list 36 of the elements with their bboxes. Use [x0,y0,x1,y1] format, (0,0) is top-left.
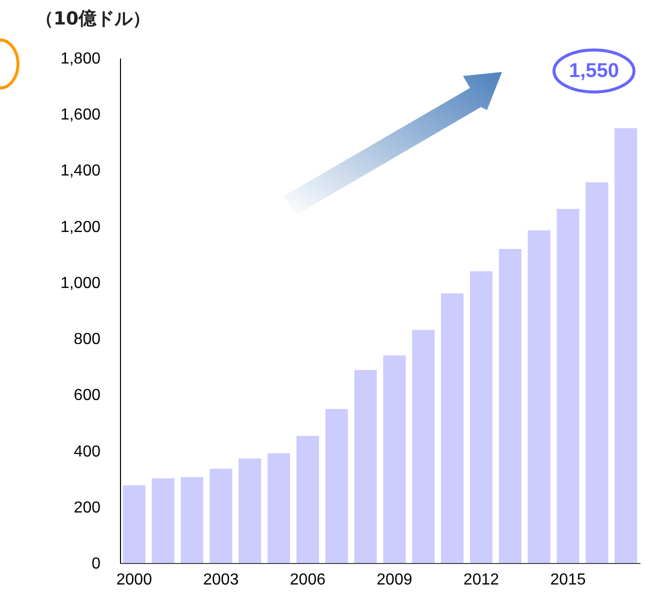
y-tick-label: 600 [74,387,101,404]
x-tick-label: 2015 [550,572,586,588]
bar [180,477,204,563]
bar [325,408,348,563]
bar [354,370,377,563]
y-tick-label: 1,800 [60,50,101,68]
bar [528,230,550,563]
bar [441,293,464,563]
bar [122,485,146,563]
annotation: 1,550 [568,60,620,82]
bar [296,436,319,563]
y-tick-label: 800 [74,331,101,348]
y-axis-title: （10億ドル） [36,8,151,30]
bar [210,468,232,563]
x-tick-label: 2012 [463,572,500,588]
x-tick-label: 2003 [203,572,239,588]
bar [267,453,290,563]
bar [586,182,608,563]
y-tick-label: 1,200 [60,218,101,236]
bar [152,478,174,563]
bar [498,249,522,563]
bar [383,355,406,563]
x-tick-label: 2006 [290,572,326,588]
bar [412,330,435,563]
y-tick-label: 1,000 [60,274,101,292]
bar [470,271,493,563]
y-tick-label: 200 [74,499,101,516]
y-tick-label: 0 [92,556,101,572]
y-tick-label: 400 [74,443,101,460]
x-tick-label: 2000 [116,572,152,588]
x-tick-label: 2009 [376,572,412,588]
bar [556,208,580,563]
y-tick-label: 1,400 [60,162,101,180]
bar [614,128,638,563]
y-tick-label: 1,600 [60,106,101,124]
bar [238,458,262,563]
